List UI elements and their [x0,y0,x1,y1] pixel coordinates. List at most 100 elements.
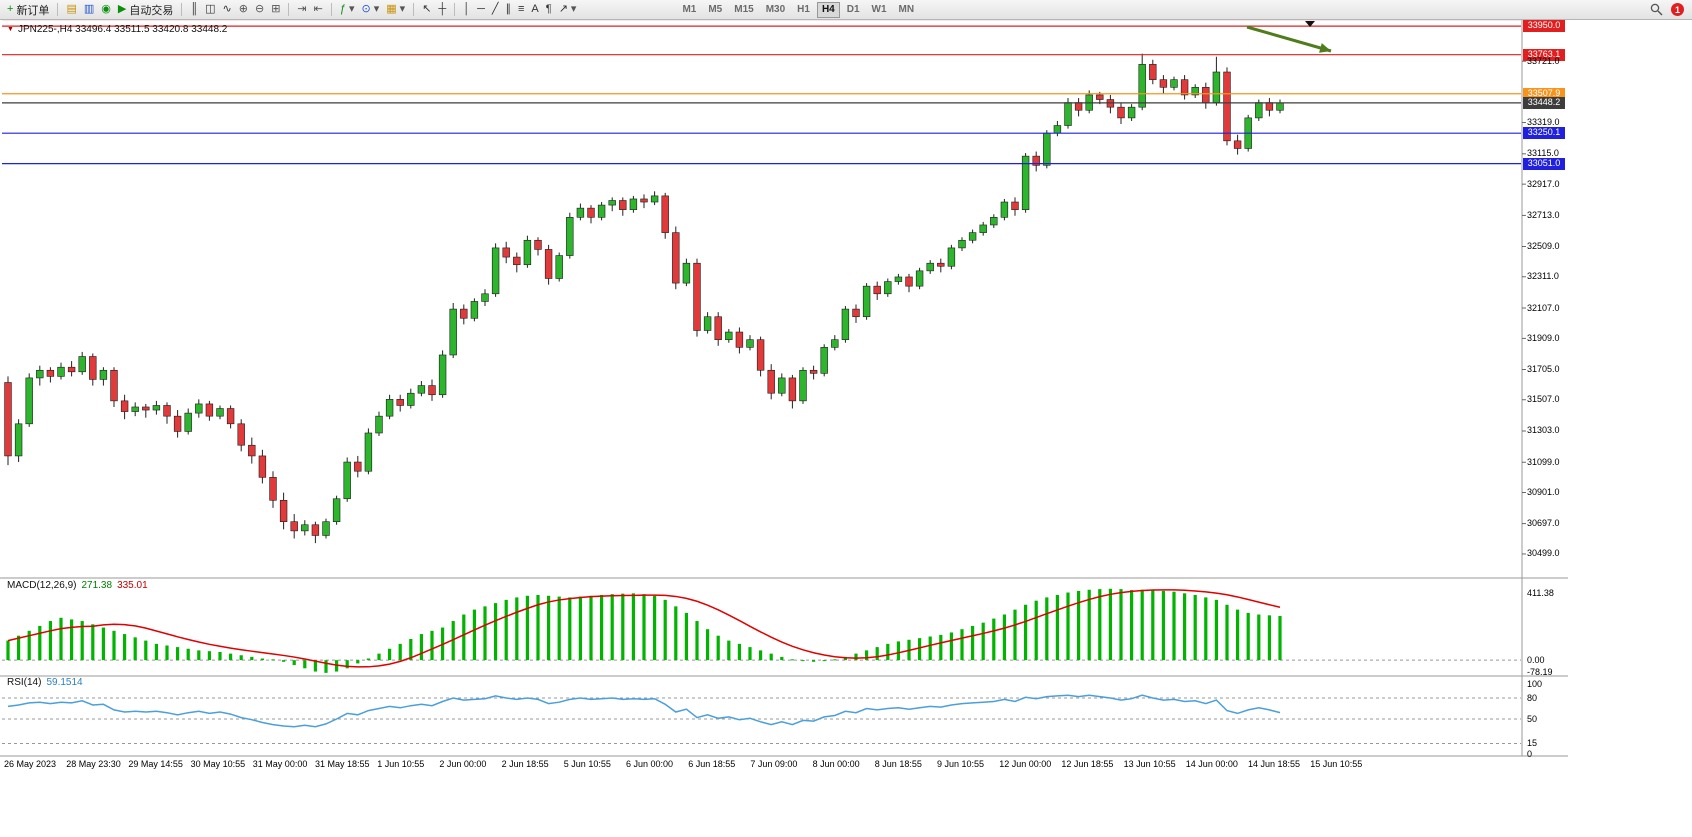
toolbar-separator [330,3,332,16]
chart-shift-button[interactable]: ⇤ [311,1,326,18]
macd-bar [356,660,360,664]
candle [947,247,956,267]
text-button[interactable]: A [528,1,541,18]
macd-bar [303,660,307,669]
zoom-out-button[interactable]: ⊖ [252,1,267,18]
autotrading-label: 自动交易 [129,4,174,17]
candle [1159,79,1168,88]
candle [470,301,479,319]
autotrading-button[interactable]: ▶ 自动交易 [115,1,176,18]
macd-bar [133,637,137,661]
candle [332,498,341,523]
macd-bar [589,595,593,661]
timeframe-m1[interactable]: M1 [677,2,701,18]
trendline-button[interactable]: ╱ [489,1,502,18]
candle [396,399,404,406]
timeframe-h1[interactable]: H1 [792,2,815,18]
timeframe-mn[interactable]: MN [894,2,920,18]
auto-scroll-button[interactable]: ⇥ [294,1,309,18]
candle [417,385,426,394]
timeframe-d1[interactable]: D1 [842,2,865,18]
candle [152,405,161,411]
navigator-button[interactable]: ◉ [98,1,114,18]
fibonacci-button[interactable]: ≡ [515,1,527,18]
macd-bar [716,635,720,661]
timeframe-h4[interactable]: H4 [816,1,840,18]
new-order-button[interactable]: + 新订单 [4,1,52,18]
crosshair-button[interactable]: ┼ [435,1,449,18]
vertical-line-button[interactable]: │ [460,1,473,18]
candle [1117,106,1125,119]
search-icon[interactable] [1650,3,1663,16]
rsi-scale-label: 50 [1527,713,1538,724]
toolbar: + 新订单 ▤ ▥ ◉ ▶ 自动交易 ║ ◫ ∿ ⊕ ⊖ ⊞ ⇥ ⇤ ƒ ▾ ⊙ ▾… [0,0,1692,20]
macd-bar [1193,594,1197,661]
candle [587,207,595,218]
templates-button[interactable]: ▦ ▾ [383,1,408,18]
macd-bar [1140,589,1144,661]
candle [841,308,850,340]
price-tick-label: 33115.0 [1527,148,1559,159]
macd-bar [1161,590,1165,661]
candle [322,521,330,536]
macd-bar [101,627,105,661]
macd-bar [536,594,540,661]
trend-arrow[interactable] [1246,25,1332,53]
macd-bar [865,650,869,661]
macd-bar [292,660,296,666]
candle [608,200,616,206]
macd-bar [186,648,190,661]
macd-bar [494,603,498,661]
timeframe-m5[interactable]: M5 [703,2,727,18]
line-chart-button[interactable]: ∿ [220,1,235,18]
candle [1032,155,1040,166]
arrows-button[interactable]: ↗ ▾ [556,1,580,18]
tile-windows-button[interactable]: ⊞ [268,1,283,18]
channel-button[interactable]: ∥ [503,1,515,18]
macd-bar [80,621,84,661]
candle [195,403,203,414]
periods-button[interactable]: ⊙ ▾ [359,1,383,18]
line-chart-icon: ∿ [222,3,232,15]
macd-bar [398,643,402,661]
indicators-button[interactable]: ƒ ▾ [337,1,358,18]
horizontal-line-icon: ─ [477,3,485,15]
macd-bar [419,634,423,661]
cursor-button[interactable]: ↖ [419,1,434,18]
candle [131,406,139,412]
time-axis-label: 13 Jun 10:55 [1123,759,1176,769]
candle [78,356,86,373]
zoom-in-button[interactable]: ⊕ [236,1,251,18]
macd-bar [631,593,635,661]
macd-bar [165,645,169,661]
text-label-button[interactable]: ¶ [543,1,555,18]
macd-bar [324,660,328,673]
macd-bar [1183,593,1187,661]
horizontal-line-button[interactable]: ─ [474,1,488,18]
time-axis-label: 2 Jun 00:00 [439,759,487,769]
candle [1011,201,1019,210]
timeframe-m15[interactable]: M15 [729,2,758,18]
timeframe-m30[interactable]: M30 [761,2,790,18]
candle [173,415,182,432]
candle [46,369,55,377]
timeframe-w1[interactable]: W1 [867,2,892,18]
bars-chart-button[interactable]: ║ [187,1,201,18]
cursor-icon: ↖ [422,3,432,15]
candle [110,369,118,402]
macd-bar [981,622,985,661]
market-watch-button[interactable]: ▤ [63,1,79,18]
macd-bar [366,658,370,661]
macd-bar [1013,609,1017,661]
toolbar-separator [454,3,456,16]
price-tick-label: 32107.0 [1527,302,1560,313]
candle [311,524,320,536]
candle [385,399,394,417]
notification-badge[interactable]: 1 [1671,3,1684,16]
time-axis-label: 12 Jun 00:00 [999,759,1052,769]
candle [428,385,436,396]
candle-chart-button[interactable]: ◫ [202,1,218,18]
data-window-button[interactable]: ▥ [81,1,97,18]
